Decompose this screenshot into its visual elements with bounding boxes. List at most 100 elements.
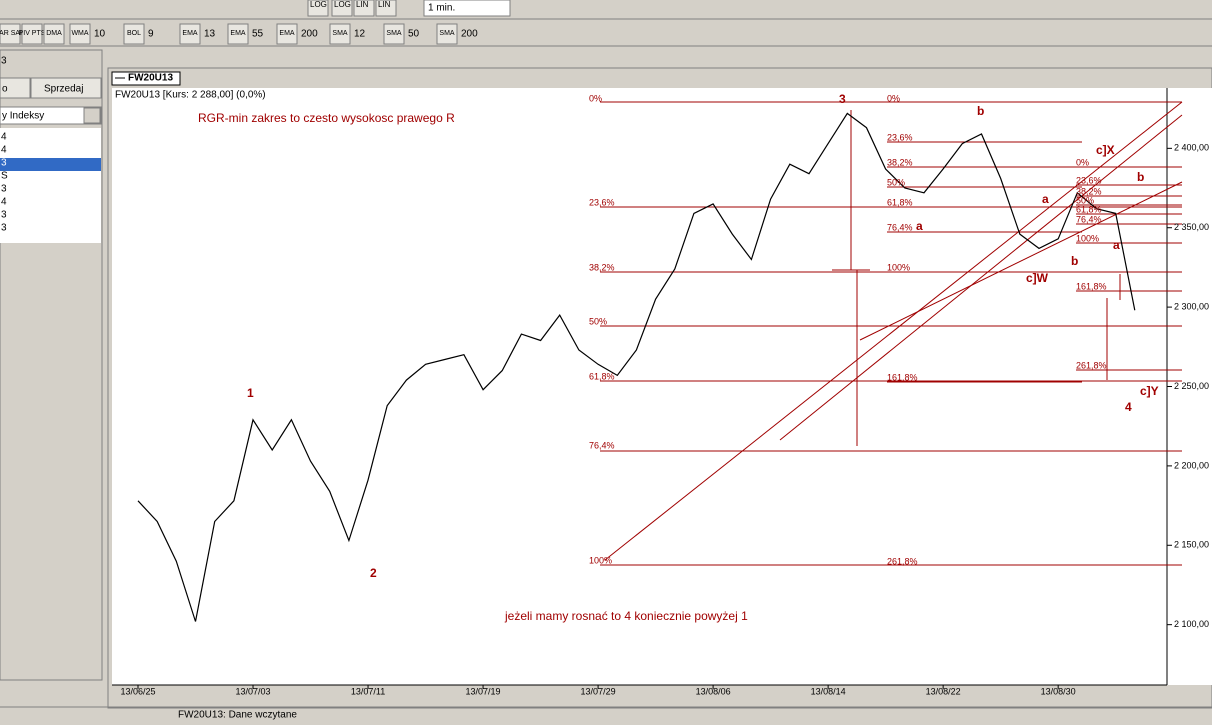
fib-label: 76,4%: [1076, 214, 1102, 224]
x-tick-label: 13/08/30: [1041, 686, 1076, 696]
wave-label: c]W: [1026, 271, 1049, 285]
indicator-button[interactable]: [21, 23, 43, 45]
plot-area: [112, 88, 1212, 685]
interval-label: 1 min.: [428, 3, 455, 14]
y-tick-label: 2 300,00: [1174, 301, 1209, 311]
indicator-button[interactable]: [227, 23, 249, 45]
fib-label: 61,8%: [887, 197, 913, 207]
y-tick-label: 2 150,00: [1174, 540, 1209, 550]
indicator-label: PAR SAR: [0, 30, 25, 37]
y-tick-label: 2 350,00: [1174, 222, 1209, 232]
instrument-item: 4: [1, 197, 7, 208]
wave-label: c]X: [1096, 143, 1115, 157]
indicator-value: 50: [408, 29, 420, 40]
indicator-value: 10: [94, 29, 106, 40]
fib-label: 261,8%: [1076, 360, 1107, 370]
lin-button[interactable]: [375, 0, 397, 17]
legend-label: FW20U13: [128, 73, 173, 84]
wave-label: 4: [1125, 400, 1132, 414]
indicator-button[interactable]: [179, 23, 201, 45]
selected-row: [0, 158, 101, 171]
x-tick-label: 13/08/22: [926, 686, 961, 696]
indicator-label: DMA: [46, 30, 62, 37]
fib-label: 100%: [887, 262, 910, 272]
wave-label: b: [1071, 254, 1078, 268]
legend: [111, 71, 181, 86]
indicator-label: BOL: [127, 30, 141, 37]
sell-button[interactable]: [30, 77, 102, 99]
indicator-value: 55: [252, 29, 264, 40]
lin-button[interactable]: [353, 0, 375, 17]
y-tick-label: 2 400,00: [1174, 143, 1209, 153]
fib-label: 23,6%: [887, 132, 913, 142]
instrument-item: S: [1, 171, 8, 182]
indicator-button[interactable]: [436, 23, 458, 45]
fib-label: 38,2%: [589, 262, 615, 272]
comment: RGR-min zakres to czesto wysokosc praweg…: [198, 111, 455, 125]
fib-label: 0%: [1076, 157, 1089, 167]
instrument-item: 3: [1, 184, 7, 195]
fib-label: 50%: [1076, 195, 1094, 205]
fib-label: 38,2%: [887, 157, 913, 167]
x-tick-label: 13/07/19: [466, 686, 501, 696]
x-tick-label: 13/06/25: [120, 686, 155, 696]
indicator-button[interactable]: [383, 23, 405, 45]
indicator-button[interactable]: [329, 23, 351, 45]
y-tick-label: 2 100,00: [1174, 619, 1209, 629]
indicator-button[interactable]: [0, 23, 21, 45]
wave-label: 3: [839, 92, 846, 106]
indicator-button[interactable]: [276, 23, 298, 45]
indicator-label: EMA: [230, 30, 246, 37]
instrument-list: [0, 128, 101, 243]
wave-label: 2: [370, 566, 377, 580]
log-button[interactable]: [331, 0, 353, 17]
fib-label: 38,2%: [1076, 186, 1102, 196]
indicator-label: PIV PTS: [19, 30, 46, 37]
fib-label: 61,8%: [1076, 204, 1102, 214]
interval-select[interactable]: [423, 0, 511, 17]
status-text: FW20U13: Dane wczytane: [178, 710, 297, 720]
indicator-button[interactable]: [123, 23, 145, 45]
indicator-label: EMA: [279, 30, 295, 37]
instrument-item: 4: [1, 132, 7, 143]
instrument-item: 4: [1, 145, 7, 156]
indicator-label: SMA: [439, 30, 455, 37]
instrument-item: 3: [1, 158, 7, 169]
dropdown-arrow[interactable]: [83, 107, 101, 124]
comment: jeżeli mamy rosnać to 4 koniecznie powyż…: [504, 609, 748, 623]
fib-label: 50%: [589, 316, 607, 326]
indicator-button[interactable]: [43, 23, 65, 45]
index-select-label: y Indeksy: [2, 111, 44, 122]
indicator-label: SMA: [332, 30, 348, 37]
x-tick-label: 13/07/29: [581, 686, 616, 696]
wave-label: b: [977, 104, 984, 118]
instrument-item: 3: [1, 210, 7, 221]
lin-label: LIN: [356, 0, 369, 9]
fib-label: 50%: [887, 177, 905, 187]
fib-label: 23,6%: [589, 197, 615, 207]
indicator-value: 9: [148, 29, 154, 40]
fib-label: 161,8%: [1076, 281, 1107, 291]
indicator-button[interactable]: [69, 23, 91, 45]
index-select[interactable]: [0, 106, 102, 125]
indicator-value: 200: [461, 29, 478, 40]
fib-label: 76,4%: [887, 222, 913, 232]
fib-label: 100%: [589, 555, 612, 565]
fib-label: 0%: [887, 93, 900, 103]
fib-label: 161,8%: [887, 372, 918, 382]
instrument-item: 3: [1, 223, 7, 234]
log-button[interactable]: [307, 0, 329, 17]
x-tick-label: 13/08/14: [811, 686, 846, 696]
side-header: 3: [1, 56, 7, 67]
indicator-label: SMA: [386, 30, 402, 37]
log-label: LOG: [310, 0, 327, 9]
y-tick-label: 2 250,00: [1174, 381, 1209, 391]
buy-button[interactable]: [0, 77, 31, 99]
wave-label: a: [916, 219, 923, 233]
analysis-drawings: [600, 101, 1183, 566]
fib-label: 23,6%: [1076, 175, 1102, 185]
fib-label: 61,8%: [589, 371, 615, 381]
x-tick-label: 13/08/06: [696, 686, 731, 696]
